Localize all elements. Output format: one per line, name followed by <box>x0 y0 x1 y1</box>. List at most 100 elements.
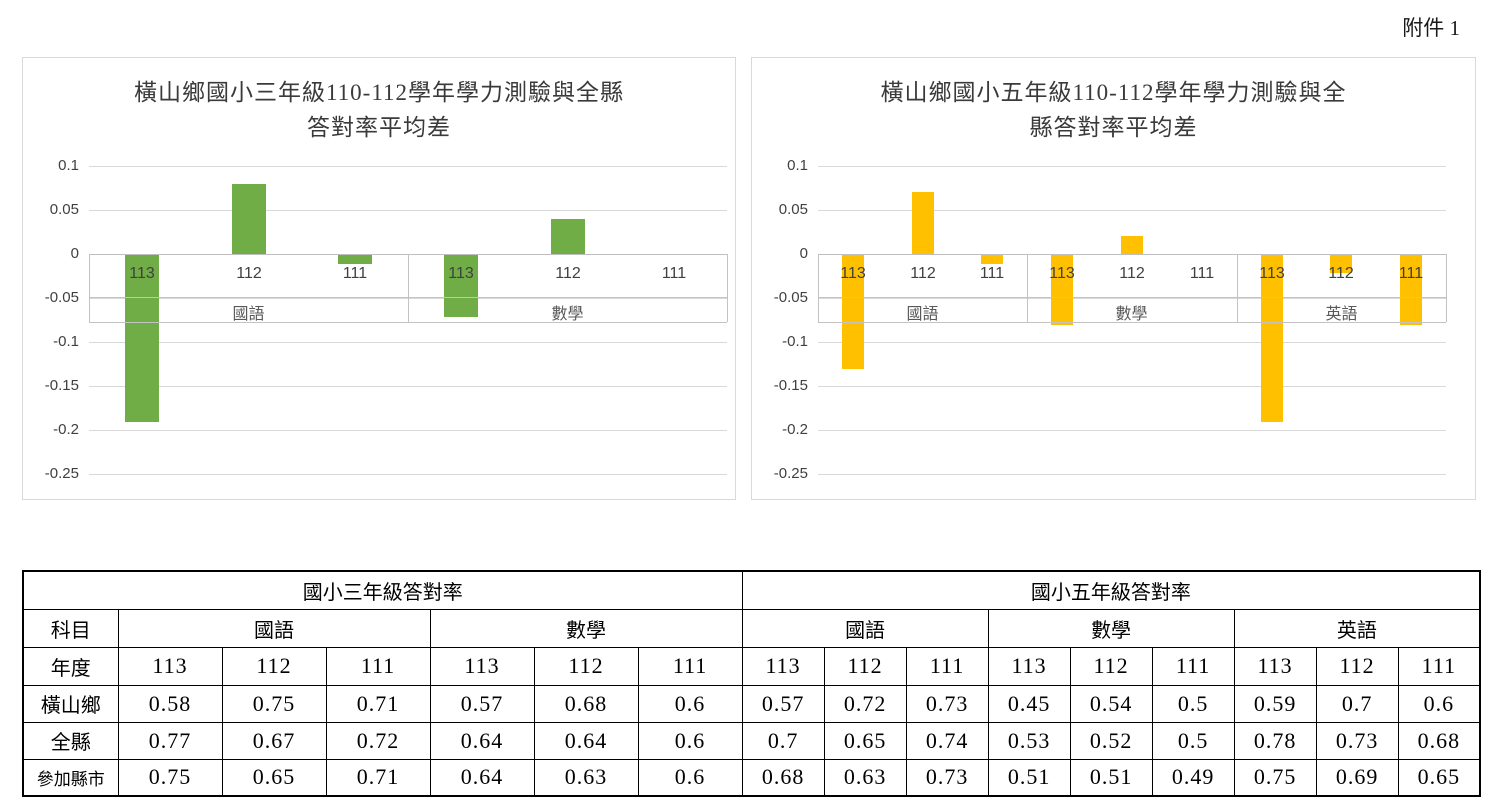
bar-數學-113 <box>444 255 478 317</box>
bar-數學-113 <box>1051 255 1073 325</box>
score-cell: 0.78 <box>1233 721 1317 760</box>
score-cell: 0.75 <box>117 758 223 797</box>
score-cell: 0.73 <box>1315 721 1399 760</box>
score-cell: 0.65 <box>823 721 907 760</box>
x-year-label: 113 <box>1259 265 1285 282</box>
data-row-參加縣市: 參加縣市 0.75 0.65 0.71 0.64 0.63 0.6 0.68 0.63 0.73 0… <box>22 758 1481 797</box>
subject-header: 數學 <box>429 608 743 648</box>
bar-英語-112 <box>1330 255 1352 273</box>
gridline <box>818 166 1446 167</box>
x-year-label: 112 <box>236 265 262 282</box>
score-cell: 0.54 <box>1069 684 1153 723</box>
x-subject-label: 國語 <box>232 306 265 323</box>
axis-group-separator <box>727 254 728 322</box>
score-cell: 0.63 <box>823 758 907 797</box>
gridline <box>818 386 1446 387</box>
axis-tier-divider <box>818 297 1446 298</box>
gridline <box>818 474 1446 475</box>
y-tick-label: -0.05 <box>44 289 79 306</box>
bar-國語-113 <box>125 255 159 422</box>
chart-title-line-2: 答對率平均差 <box>307 115 451 140</box>
y-tick-label: 0.1 <box>58 157 79 174</box>
score-cell: 0.59 <box>1233 684 1317 723</box>
score-cell: 0.49 <box>1151 758 1235 797</box>
score-cell: 0.58 <box>117 684 223 723</box>
subject-row: 科目 國語 數學 國語 數學 英語 <box>22 608 1481 648</box>
y-tick-label: -0.2 <box>782 421 808 438</box>
gridline <box>89 342 727 343</box>
year-header: 112 <box>533 646 639 686</box>
score-cell: 0.68 <box>1397 721 1481 760</box>
subject-header: 數學 <box>987 608 1235 648</box>
y-tick-label: 0.05 <box>778 201 808 218</box>
chart-title-line-1: 橫山鄉國小五年級110-112學年學力測驗與全 <box>880 80 1347 105</box>
score-cell: 0.45 <box>987 684 1071 723</box>
bar-英語-113 <box>1261 255 1283 422</box>
x-year-label: 112 <box>555 265 581 282</box>
bar-國語-111 <box>981 255 1003 264</box>
score-cell: 0.68 <box>533 684 639 723</box>
score-cell: 0.73 <box>905 684 989 723</box>
axis-group-separator <box>818 254 819 322</box>
subject-row-label: 科目 <box>22 608 119 648</box>
score-cell: 0.73 <box>905 758 989 797</box>
score-cell: 0.51 <box>987 758 1071 797</box>
y-tick-label: -0.25 <box>44 465 79 482</box>
score-cell: 0.57 <box>741 684 825 723</box>
score-cell: 0.53 <box>987 721 1071 760</box>
score-cell: 0.7 <box>741 721 825 760</box>
axis-group-separator <box>1027 254 1028 322</box>
x-year-label: 112 <box>1328 265 1354 282</box>
axis-group-separator <box>408 254 409 322</box>
year-header: 113 <box>117 646 223 686</box>
subject-header: 國語 <box>741 608 989 648</box>
score-cell: 0.68 <box>741 758 825 797</box>
score-cell: 0.64 <box>429 721 535 760</box>
gridline <box>89 430 727 431</box>
grade-header-row: 國小三年級答對率 國小五年級答對率 <box>22 570 1481 610</box>
score-cell: 0.69 <box>1315 758 1399 797</box>
score-cell: 0.64 <box>533 721 639 760</box>
row-label: 參加縣市 <box>22 758 119 797</box>
zero-axis-line <box>818 254 1446 255</box>
y-tick-label: -0.1 <box>53 333 79 350</box>
year-header: 113 <box>1233 646 1317 686</box>
charts-row: 橫山鄉國小三年級110-112學年學力測驗與全縣 答對率平均差 0.1 0.05 0 -0… <box>22 57 1476 500</box>
year-header: 111 <box>905 646 989 686</box>
score-cell: 0.71 <box>325 758 431 797</box>
score-cell: 0.71 <box>325 684 431 723</box>
year-header: 111 <box>637 646 743 686</box>
y-tick-label: -0.25 <box>773 465 808 482</box>
x-subject-label: 數學 <box>1115 306 1148 323</box>
year-header: 111 <box>1151 646 1235 686</box>
data-row-全縣: 全縣 0.77 0.67 0.72 0.64 0.64 0.6 0.7 0.65 0.74 0.53… <box>22 721 1481 760</box>
score-cell: 0.74 <box>905 721 989 760</box>
gridline <box>89 386 727 387</box>
score-cell: 0.6 <box>1397 684 1481 723</box>
x-year-label: 111 <box>661 265 687 282</box>
gridline <box>818 298 1446 299</box>
score-cell: 0.6 <box>637 684 743 723</box>
year-header: 112 <box>1315 646 1399 686</box>
year-header: 112 <box>823 646 907 686</box>
score-table: 國小三年級答對率 國小五年級答對率 科目 國語 數學 國語 數學 英語 年度 113 112 111 1… <box>22 570 1482 797</box>
x-year-label: 113 <box>1049 265 1075 282</box>
axis-band-bottom <box>818 322 1446 323</box>
gridline <box>89 166 727 167</box>
bar-國語-113 <box>842 255 864 369</box>
bar-數學-112 <box>1121 236 1143 254</box>
x-year-label: 113 <box>448 265 474 282</box>
x-year-label: 113 <box>840 265 866 282</box>
chart-title-line-1: 橫山鄉國小三年級110-112學年學力測驗與全縣 <box>134 80 624 105</box>
score-cell: 0.51 <box>1069 758 1153 797</box>
score-cell: 0.63 <box>533 758 639 797</box>
gridline <box>818 430 1446 431</box>
y-tick-label: -0.2 <box>53 421 79 438</box>
bar-國語-112 <box>232 184 266 254</box>
subject-header: 英語 <box>1233 608 1481 648</box>
year-header: 113 <box>429 646 535 686</box>
y-tick-label: 0.1 <box>787 157 808 174</box>
year-header: 112 <box>221 646 327 686</box>
gridline <box>89 210 727 211</box>
x-year-label: 112 <box>910 265 936 282</box>
